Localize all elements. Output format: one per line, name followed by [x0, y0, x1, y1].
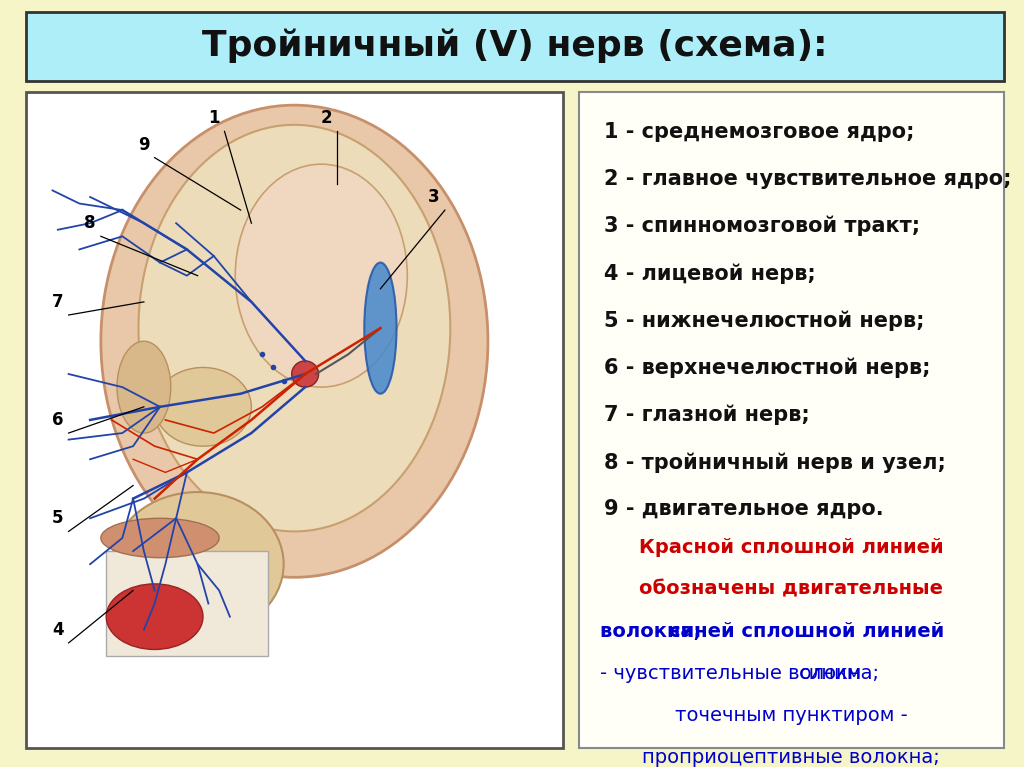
Text: 8: 8	[84, 214, 96, 232]
Ellipse shape	[365, 262, 396, 393]
Text: 8 - тройничный нерв и узел;: 8 - тройничный нерв и узел;	[604, 452, 946, 472]
FancyBboxPatch shape	[26, 92, 563, 748]
Text: - чувствительные волокна;: - чувствительные волокна;	[600, 664, 885, 683]
Text: синей сплошной линией: синей сплошной линией	[669, 622, 944, 641]
Text: 6: 6	[52, 411, 63, 429]
Text: волокна;: волокна;	[600, 622, 708, 641]
Text: 6 - верхнечелюстной нерв;: 6 - верхнечелюстной нерв;	[604, 357, 931, 378]
Ellipse shape	[112, 492, 284, 637]
Text: 1 - среднемозговое ядро;: 1 - среднемозговое ядро;	[604, 121, 914, 142]
Text: 7 - глазной нерв;: 7 - глазной нерв;	[604, 405, 810, 426]
Text: обозначены двигательные: обозначены двигательные	[639, 580, 943, 599]
Ellipse shape	[236, 164, 408, 387]
Ellipse shape	[117, 341, 171, 433]
Text: 2 - главное чувствительное ядро;: 2 - главное чувствительное ядро;	[604, 169, 1012, 189]
Text: проприоцептивные волокна;: проприоцептивные волокна;	[642, 748, 940, 767]
Ellipse shape	[100, 518, 219, 558]
Text: 4: 4	[52, 621, 63, 639]
Ellipse shape	[155, 367, 252, 446]
Ellipse shape	[292, 361, 318, 387]
Text: Тройничный (V) нерв (схема):: Тройничный (V) нерв (схема):	[202, 29, 827, 63]
Ellipse shape	[106, 584, 203, 650]
Text: 3: 3	[428, 188, 440, 206]
Text: 4 - лицевой нерв;: 4 - лицевой нерв;	[604, 263, 816, 284]
Text: 2: 2	[321, 109, 333, 127]
Text: 3 - спинномозговой тракт;: 3 - спинномозговой тракт;	[604, 216, 921, 236]
Text: 7: 7	[52, 293, 63, 311]
FancyBboxPatch shape	[579, 92, 1004, 748]
FancyBboxPatch shape	[26, 12, 1004, 81]
Ellipse shape	[138, 125, 451, 532]
Text: 1: 1	[208, 109, 219, 127]
Text: 5: 5	[52, 509, 63, 527]
Text: 9 - двигательное ядро.: 9 - двигательное ядро.	[604, 499, 884, 519]
Text: точечным пунктиром -: точечным пунктиром -	[675, 706, 907, 725]
Bar	[106, 551, 267, 656]
Text: 5 - нижнечелюстной нерв;: 5 - нижнечелюстной нерв;	[604, 311, 925, 331]
Ellipse shape	[101, 105, 488, 578]
Text: синим: синим	[799, 664, 862, 683]
Text: Красной сплошной линией: Красной сплошной линией	[639, 538, 943, 557]
Text: 9: 9	[138, 136, 150, 153]
